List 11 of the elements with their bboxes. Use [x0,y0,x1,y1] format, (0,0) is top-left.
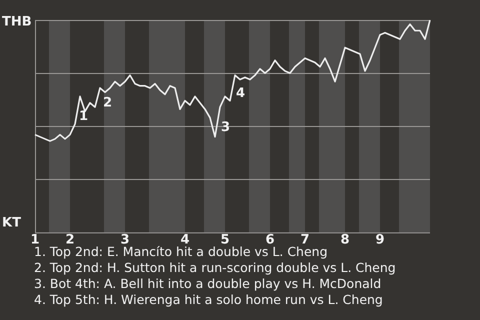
text: 2. Top 2nd: H. Sutton hit a run-scoring double vs L. Cheng [34,260,396,276]
x-tick-label: 8 [340,232,350,248]
annotation: 1 [79,108,88,124]
text: KT [2,215,22,230]
annotation: 4 [236,86,246,102]
x-tick-label: 9 [375,232,385,248]
text: THB [2,14,32,30]
text: 4. Top 5th: H. Wierenga hit a solo home run vs L. Cheng [34,292,384,308]
text: 3. Bot 4th: A. Bell hit into a double play vs H. McDonald [34,276,382,292]
annotation: 2 [103,95,112,110]
annotation: 3 [221,120,230,136]
